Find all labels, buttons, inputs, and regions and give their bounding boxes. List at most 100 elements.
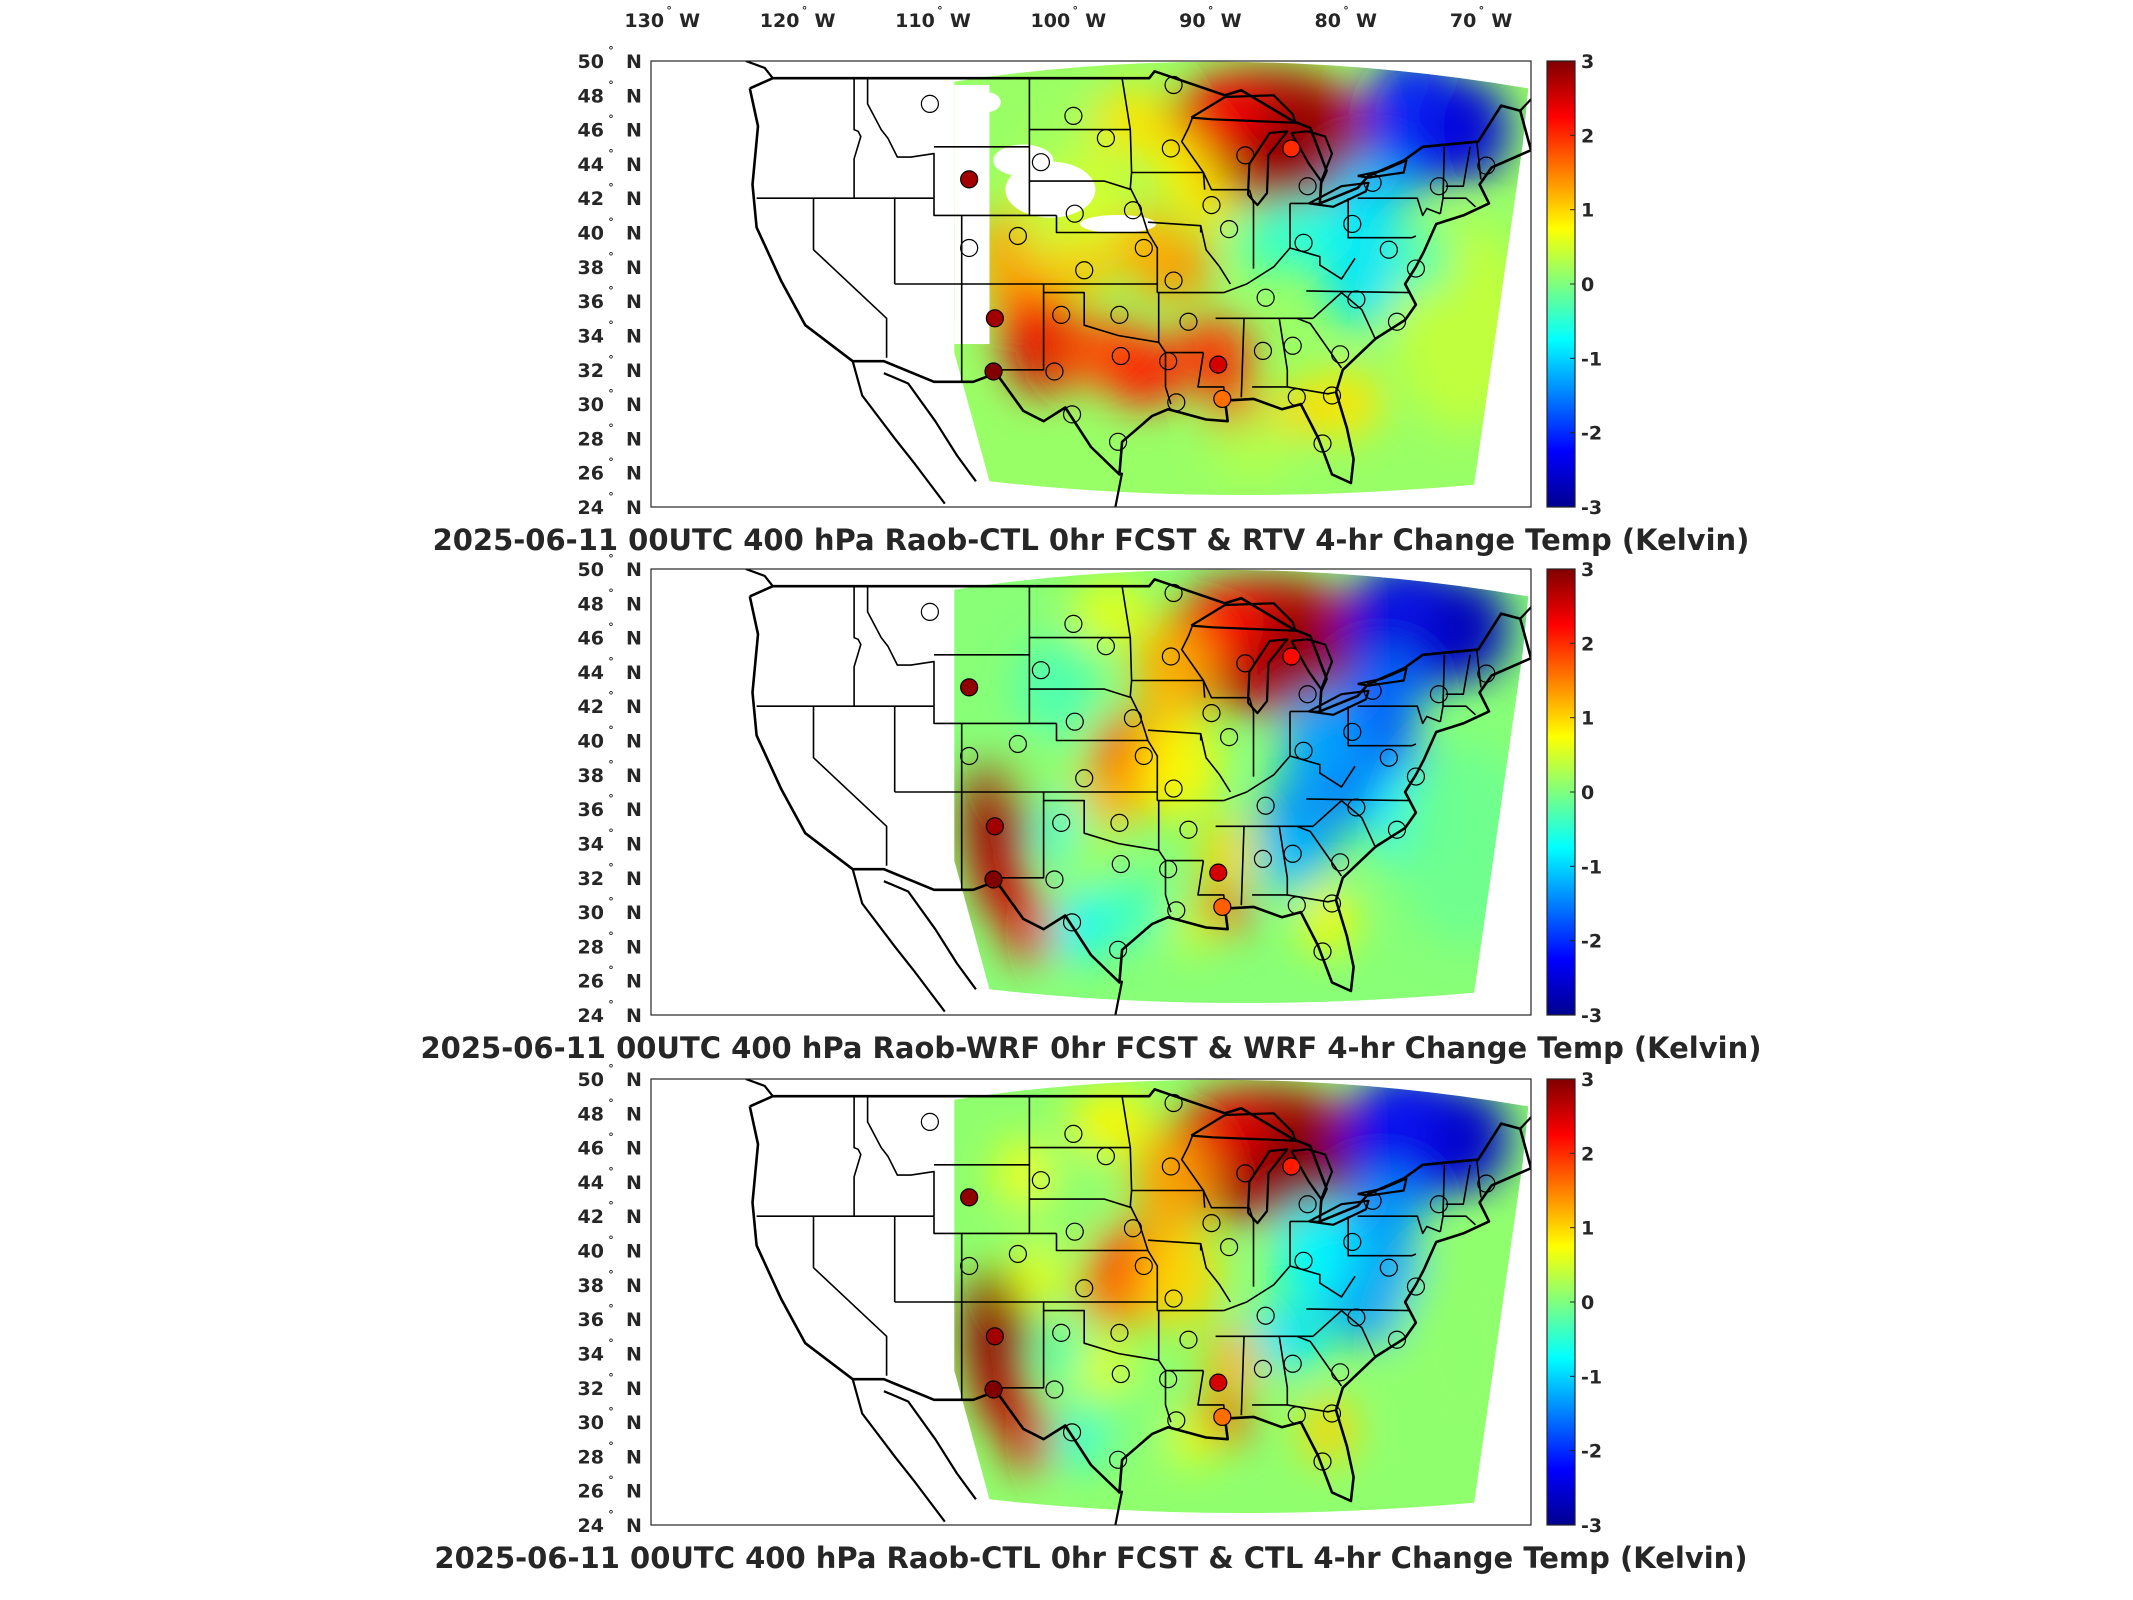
- svg-text:36: 36: [578, 1309, 604, 1331]
- colorbar-tick-label: 2: [1581, 633, 1594, 655]
- station-marker: Peachtree City: [1283, 844, 1302, 863]
- map-frame: [650, 1078, 1532, 1526]
- station-marker: Rapid City: [1031, 1171, 1051, 1190]
- station-marker: Chanhassen: [1161, 647, 1180, 666]
- svg-text:°: °: [608, 318, 614, 331]
- svg-text:°: °: [608, 552, 614, 565]
- svg-text:40: 40: [578, 1241, 604, 1263]
- svg-text:46: 46: [578, 628, 604, 650]
- svg-text:°: °: [608, 78, 614, 91]
- station-marker: Detroit: [1298, 1195, 1317, 1214]
- station-marker: Corpus Christi: [1108, 940, 1128, 959]
- station-marker: Buffalo: [1363, 1191, 1382, 1210]
- station-marker: Midland: [1045, 1380, 1064, 1399]
- svg-text:°: °: [608, 181, 614, 194]
- lat-tick-label: 44 ° N: [578, 655, 642, 684]
- svg-text:30: 30: [578, 1412, 604, 1434]
- station-marker: Green Bay: [1236, 146, 1255, 165]
- station-marker: Del Rio: [1062, 405, 1082, 424]
- svg-text:°: °: [608, 1234, 614, 1247]
- svg-text:40: 40: [578, 223, 604, 245]
- station-marker: Riverton: [960, 678, 979, 697]
- svg-text:N: N: [626, 223, 642, 245]
- lat-tick-label: 38 ° N: [578, 250, 642, 279]
- svg-text:°: °: [608, 1096, 614, 1109]
- svg-text:130: 130: [624, 10, 664, 32]
- lon-tick-label: 130 ° W: [624, 4, 700, 32]
- lon-tick-label: 110 ° W: [895, 4, 971, 32]
- svg-text:26: 26: [578, 1481, 604, 1503]
- state-boundaries: [745, 569, 1531, 1015]
- station-marker: Davenport: [1202, 703, 1221, 723]
- station-marker: Dodge City: [1075, 261, 1094, 280]
- raob-stations: Great Falls Bismarck Aberdeen Int'l Falls Ri…: [920, 75, 1496, 453]
- station-marker: Nashville: [1256, 796, 1275, 815]
- station-marker: Topeka: [1134, 238, 1153, 258]
- station-marker: Lake Charles: [1167, 393, 1186, 412]
- station-marker: Topeka: [1134, 746, 1153, 766]
- svg-text:N: N: [626, 394, 642, 416]
- station-marker: Birmingham: [1253, 849, 1273, 869]
- svg-text:°: °: [608, 929, 614, 942]
- station-marker: Riverton: [960, 170, 979, 189]
- station-marker: Midland: [1045, 362, 1064, 381]
- colorbar-tick-label: -1: [1581, 348, 1602, 370]
- station-marker: Tampa: [1313, 942, 1332, 961]
- station-marker: Topeka: [1134, 1256, 1153, 1276]
- svg-text:36: 36: [578, 291, 604, 313]
- colorbar: 3 2 1 0 -1 -2 -3: [1546, 51, 1602, 519]
- station-marker: Grand Junction: [960, 1256, 979, 1276]
- station-marker: Gaylord: [1282, 139, 1301, 158]
- station-marker: Amarillo: [1052, 813, 1071, 832]
- svg-text:°: °: [1479, 4, 1485, 17]
- lat-tick-label: 26 ° N: [578, 456, 642, 485]
- station-marker: Del Rio: [1062, 1423, 1082, 1442]
- svg-text:N: N: [626, 1309, 642, 1331]
- station-marker: Tampa: [1313, 1452, 1332, 1471]
- station-marker: Shreveport: [1159, 1370, 1178, 1389]
- colorbar-tick-label: 1: [1581, 200, 1594, 222]
- station-marker: Great Falls: [920, 94, 939, 113]
- colorbar-tick-label: 2: [1581, 1143, 1594, 1165]
- station-marker: Tallahassee: [1287, 1406, 1306, 1425]
- svg-text:N: N: [626, 662, 642, 684]
- map-panel: Great Falls Bismarck Aberdeen Int'l Falls Ri…: [433, 44, 1750, 557]
- svg-text:90: 90: [1179, 10, 1205, 32]
- svg-text:°: °: [608, 895, 614, 908]
- svg-text:°: °: [608, 964, 614, 977]
- svg-text:N: N: [626, 833, 642, 855]
- map-panel: Great Falls Bismarck Aberdeen Int'l Falls Ri…: [434, 1062, 1747, 1575]
- svg-text:120: 120: [760, 10, 800, 32]
- svg-text:°: °: [608, 655, 614, 668]
- station-marker: Shreveport: [1159, 860, 1178, 879]
- station-marker: Gray: [1477, 1174, 1496, 1193]
- lat-tick-label: 50 ° N: [578, 552, 642, 581]
- lat-tick-label: 46 ° N: [578, 113, 642, 142]
- station-marker: Int'l Falls: [1164, 1093, 1183, 1113]
- station-marker: Green Bay: [1236, 1164, 1255, 1183]
- station-marker: Albuquerque: [985, 817, 1004, 836]
- svg-text:W: W: [1085, 10, 1106, 32]
- svg-text:N: N: [626, 154, 642, 176]
- lat-tick-label: 36 ° N: [578, 792, 642, 821]
- lon-tick-label: 80 ° W: [1315, 4, 1377, 32]
- station-marker: Gaylord: [1282, 1157, 1301, 1176]
- svg-text:°: °: [608, 1302, 614, 1315]
- svg-text:24: 24: [578, 1005, 604, 1027]
- svg-text:N: N: [626, 257, 642, 279]
- station-marker: Rapid City: [1031, 661, 1051, 680]
- svg-text:°: °: [608, 1131, 614, 1144]
- colorbar-tick-label: -2: [1581, 931, 1602, 953]
- station-marker: Bismarck: [1064, 106, 1083, 125]
- station-marker: Santa Teresa: [984, 870, 1003, 889]
- svg-text:46: 46: [578, 1138, 604, 1160]
- station-marker: North Platte: [1065, 712, 1084, 731]
- lat-tick-label: 40 ° N: [578, 1234, 642, 1263]
- raob-stations: Great Falls Bismarck Aberdeen Int'l Falls Ri…: [920, 1093, 1496, 1471]
- colorbar-tick-label: -2: [1581, 423, 1602, 445]
- svg-text:N: N: [626, 463, 642, 485]
- svg-text:°: °: [802, 4, 808, 17]
- station-marker: Wallops: [1406, 767, 1426, 786]
- svg-text:°: °: [608, 586, 614, 599]
- station-marker: Buffalo: [1363, 173, 1382, 192]
